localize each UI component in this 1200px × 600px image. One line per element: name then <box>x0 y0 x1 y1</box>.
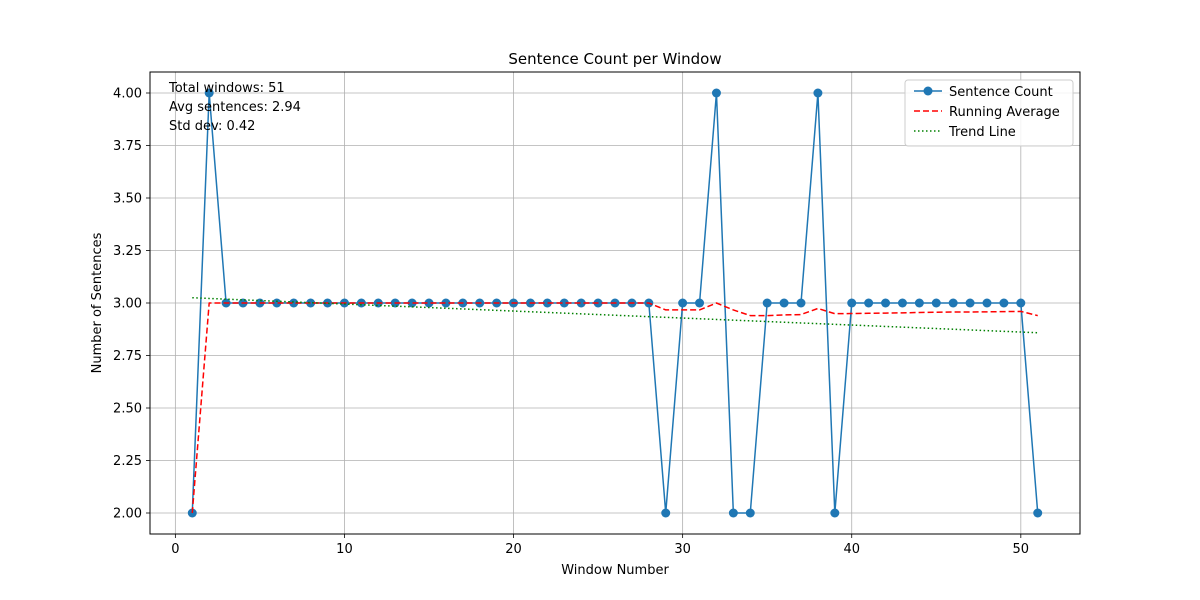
y-tick-label: 2.75 <box>113 349 142 364</box>
data-point-sentence-count <box>881 298 891 308</box>
legend-label-trend-line: Trend Line <box>948 125 1016 140</box>
x-tick-label: 20 <box>505 542 522 557</box>
data-point-sentence-count <box>407 298 417 308</box>
data-point-sentence-count <box>559 298 569 308</box>
data-point-sentence-count <box>542 298 552 308</box>
y-tick-label: 3.25 <box>113 244 142 259</box>
y-tick-label: 3.00 <box>113 297 142 312</box>
stats-total-windows: Total windows: 51 <box>168 81 285 96</box>
data-point-sentence-count <box>728 508 738 518</box>
x-tick-label: 50 <box>1013 542 1030 557</box>
data-point-sentence-count <box>441 298 451 308</box>
data-point-sentence-count <box>1016 298 1026 308</box>
data-point-sentence-count <box>914 298 924 308</box>
stats-annotation: Total windows: 51 Avg sentences: 2.94 St… <box>168 81 301 134</box>
data-point-sentence-count <box>678 298 688 308</box>
data-point-sentence-count <box>424 298 434 308</box>
data-point-sentence-count <box>796 298 806 308</box>
y-tick-label: 3.75 <box>113 139 142 154</box>
legend-marker-sentence-count <box>923 86 933 96</box>
series-line-trend-line <box>192 297 1038 334</box>
data-point-sentence-count <box>695 298 705 308</box>
legend-label-sentence-count: Sentence Count <box>949 85 1053 100</box>
axis-ticks: 0 10 20 30 40 50 2.00 2.25 2.50 2.75 3.00 3.25 3.50 3… <box>113 87 1029 558</box>
x-tick-label: 10 <box>336 542 353 557</box>
x-tick-label: 40 <box>843 542 860 557</box>
data-point-sentence-count <box>830 508 840 518</box>
data-point-sentence-count <box>982 298 992 308</box>
data-point-sentence-count <box>576 298 586 308</box>
stats-std-dev: Std dev: 0.42 <box>169 119 255 134</box>
data-point-sentence-count <box>272 298 282 308</box>
series-layer <box>187 88 1043 518</box>
y-tick-label: 4.00 <box>113 87 142 102</box>
x-tick-label: 0 <box>171 542 179 557</box>
data-point-sentence-count <box>1033 508 1043 518</box>
data-point-sentence-count <box>999 298 1009 308</box>
data-point-sentence-count <box>897 298 907 308</box>
y-tick-label: 3.50 <box>113 192 142 207</box>
stats-avg-sentences: Avg sentences: 2.94 <box>169 100 301 115</box>
legend: Sentence Count Running Average Trend Lin… <box>904 79 1074 147</box>
y-tick-label: 2.50 <box>113 402 142 417</box>
x-tick-label: 30 <box>674 542 691 557</box>
data-point-sentence-count <box>745 508 755 518</box>
y-axis-label: Number of Sentences <box>90 232 105 373</box>
data-point-sentence-count <box>779 298 789 308</box>
data-point-sentence-count <box>204 88 214 98</box>
data-point-sentence-count <box>289 298 299 308</box>
data-point-sentence-count <box>948 298 958 308</box>
x-axis-label: Window Number <box>561 563 669 578</box>
data-point-sentence-count <box>965 298 975 308</box>
data-point-sentence-count <box>762 298 772 308</box>
data-point-sentence-count <box>931 298 941 308</box>
data-point-sentence-count <box>847 298 857 308</box>
data-point-sentence-count <box>661 508 671 518</box>
data-point-sentence-count <box>813 88 823 98</box>
data-point-sentence-count <box>864 298 874 308</box>
chart-title: Sentence Count per Window <box>508 50 721 68</box>
data-point-sentence-count <box>711 88 721 98</box>
legend-label-running-average: Running Average <box>949 105 1060 120</box>
legend-frame <box>904 79 1074 147</box>
y-tick-label: 2.25 <box>113 454 142 469</box>
data-point-sentence-count <box>306 298 316 308</box>
y-tick-label: 2.00 <box>113 507 142 522</box>
